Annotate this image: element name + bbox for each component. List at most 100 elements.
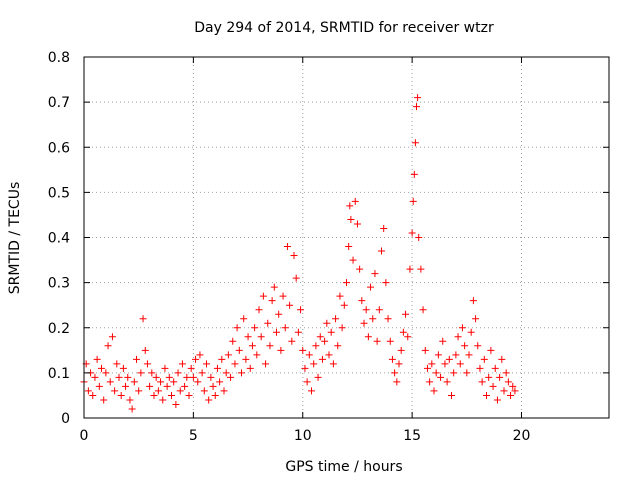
data-point <box>364 333 372 341</box>
plot-frame <box>83 56 610 419</box>
y-tick-label: 0.2 <box>48 321 70 337</box>
data-point <box>95 382 103 390</box>
data-point <box>283 243 291 251</box>
data-point <box>332 315 340 323</box>
data-point <box>373 337 381 345</box>
data-point <box>450 369 458 377</box>
data-point <box>137 369 145 377</box>
data-point <box>257 333 265 341</box>
data-point <box>275 310 283 318</box>
data-point <box>371 270 379 278</box>
data-point <box>281 324 289 332</box>
data-point <box>487 346 495 354</box>
x-tick-label: 10 <box>294 428 312 444</box>
data-point <box>380 224 388 232</box>
data-point <box>303 378 311 386</box>
data-point <box>242 355 250 363</box>
data-point <box>338 324 346 332</box>
data-point <box>419 306 427 314</box>
data-point <box>458 324 466 332</box>
data-point <box>198 369 206 377</box>
data-point <box>290 252 298 260</box>
data-point <box>467 328 475 336</box>
data-point <box>504 378 512 386</box>
data-point <box>404 333 412 341</box>
data-point <box>117 391 125 399</box>
data-point <box>233 324 241 332</box>
data-point <box>305 351 313 359</box>
data-point <box>316 333 324 341</box>
data-point <box>485 373 493 381</box>
data-point <box>294 328 302 336</box>
data-point <box>176 387 184 395</box>
data-point <box>318 355 326 363</box>
x-tick-label: 0 <box>80 428 89 444</box>
data-point <box>270 283 278 291</box>
data-point <box>143 360 151 368</box>
data-point <box>323 319 331 327</box>
data-point <box>259 292 267 300</box>
data-point <box>165 373 173 381</box>
data-point <box>327 328 335 336</box>
data-point <box>312 342 320 350</box>
data-point <box>434 351 442 359</box>
data-point <box>273 328 280 336</box>
data-point <box>386 337 394 345</box>
data-point <box>454 333 462 341</box>
data-point <box>496 373 504 381</box>
data-point <box>178 360 186 368</box>
x-tick-label: 20 <box>513 428 531 444</box>
data-point <box>154 387 162 395</box>
data-point <box>266 342 274 350</box>
data-point <box>329 360 337 368</box>
data-point <box>347 215 355 223</box>
data-point <box>391 369 399 377</box>
data-point <box>91 373 99 381</box>
data-point <box>253 351 261 359</box>
data-point <box>452 351 460 359</box>
data-point <box>113 360 121 368</box>
data-point <box>200 387 208 395</box>
data-point <box>409 197 417 205</box>
data-point <box>360 319 368 327</box>
data-point <box>211 391 219 399</box>
data-point <box>476 364 484 372</box>
data-point <box>104 342 112 350</box>
data-point <box>402 310 410 318</box>
data-point <box>301 364 309 372</box>
data-point <box>163 382 171 390</box>
data-point <box>181 382 189 390</box>
data-point <box>172 400 180 408</box>
axis-ticks: 0 5 10 15 20 0 0.1 0.2 0.3 0.4 0.5 0.6 0.7 0.8 <box>48 50 609 444</box>
y-axis-label: SRMTID / TECUs <box>7 182 23 295</box>
data-point <box>382 279 390 287</box>
data-point <box>93 355 101 363</box>
data-point <box>336 292 344 300</box>
data-point <box>353 220 361 228</box>
data-point <box>196 351 204 359</box>
data-point <box>84 387 92 395</box>
data-point <box>384 315 392 323</box>
x-axis-label: GPS time / hours <box>285 459 402 475</box>
data-point <box>246 364 254 372</box>
data-point <box>414 94 422 102</box>
data-point <box>288 337 296 345</box>
data-point <box>469 297 477 305</box>
data-point <box>411 139 419 147</box>
y-tick-label: 0.7 <box>48 95 70 111</box>
data-point <box>133 355 140 363</box>
data-point <box>413 103 420 111</box>
y-tick-label: 0.1 <box>48 366 70 382</box>
data-point <box>493 396 501 404</box>
data-point <box>235 346 243 354</box>
data-point <box>130 378 138 386</box>
data-point <box>445 355 453 363</box>
data-point <box>244 333 252 341</box>
data-point <box>443 378 451 386</box>
data-point <box>286 301 294 309</box>
y-tick-label: 0.4 <box>48 231 70 247</box>
data-point <box>262 360 270 368</box>
data-point <box>448 391 455 399</box>
data-point <box>472 315 480 323</box>
